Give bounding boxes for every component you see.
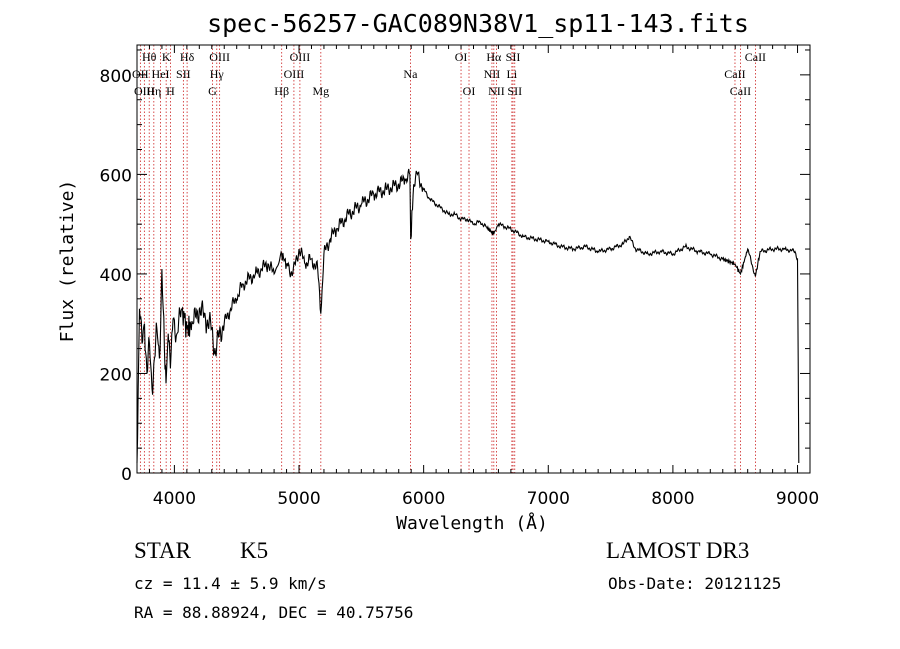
plot-frame [136, 44, 811, 474]
line-label: OIII [284, 67, 305, 81]
line-label: NII [484, 67, 501, 81]
line-label: OIII [134, 84, 155, 98]
line-label: OI [463, 84, 476, 98]
x-tick-label: 6000 [402, 489, 445, 509]
chart-title: spec-56257-GAC089N38V1_sp11-143.fits [207, 9, 749, 38]
line-label: CaII [724, 67, 745, 81]
line-label: CaII [730, 84, 751, 98]
coordinates: RA = 88.88924, DEC = 40.75756 [134, 603, 414, 622]
line-label: Na [403, 67, 418, 81]
line-label: OIII [209, 50, 230, 64]
redshift-value: cz = 11.4 ± 5.9 km/s [134, 574, 327, 593]
line-label: HeI [152, 67, 170, 81]
line-label: SII [506, 50, 521, 64]
line-label: SII [176, 67, 191, 81]
line-label: Li [507, 67, 518, 81]
x-tick-label: 7000 [527, 489, 570, 509]
spectrum-line [136, 168, 800, 464]
line-label: H [166, 84, 175, 98]
line-label: Hβ [274, 84, 289, 98]
line-label: K [162, 50, 171, 64]
y-tick-label: 0 [121, 465, 132, 485]
y-axis: 0 200 400 600 800 [100, 49, 810, 485]
x-tick-label: 9000 [776, 489, 819, 509]
x-axis-label: Wavelength (Å) [396, 512, 548, 534]
x-tick-label: 5000 [277, 489, 320, 509]
line-label: OII [132, 67, 149, 81]
line-label: Hγ [210, 67, 225, 81]
line-label: OIII [290, 50, 311, 64]
survey-name: LAMOST DR3 [606, 538, 750, 563]
line-label: OI [455, 50, 468, 64]
line-label: G [208, 84, 217, 98]
x-tick-label: 8000 [651, 489, 694, 509]
line-label: Hδ [180, 50, 195, 64]
object-class: STAR [134, 538, 191, 563]
y-tick-label: 400 [100, 266, 132, 286]
y-axis-label: Flux (relative) [57, 180, 78, 343]
y-tick-label: 800 [100, 67, 132, 87]
line-label: SII [507, 84, 522, 98]
observation-date: Obs-Date: 20121125 [608, 574, 782, 593]
y-tick-label: 200 [100, 365, 132, 385]
x-axis: 4000 5000 6000 7000 8000 9000 [148, 45, 819, 509]
line-label: NII [488, 84, 505, 98]
line-label: Hθ [142, 50, 157, 64]
y-tick-label: 600 [100, 166, 132, 186]
object-subclass: K5 [240, 538, 269, 563]
line-label: CaII [745, 50, 766, 64]
x-tick-label: 4000 [153, 489, 196, 509]
line-label: Mg [312, 84, 329, 98]
line-label: Hη [146, 84, 161, 98]
line-label: Hα [486, 50, 502, 64]
spectral-line-markers [139, 45, 756, 473]
